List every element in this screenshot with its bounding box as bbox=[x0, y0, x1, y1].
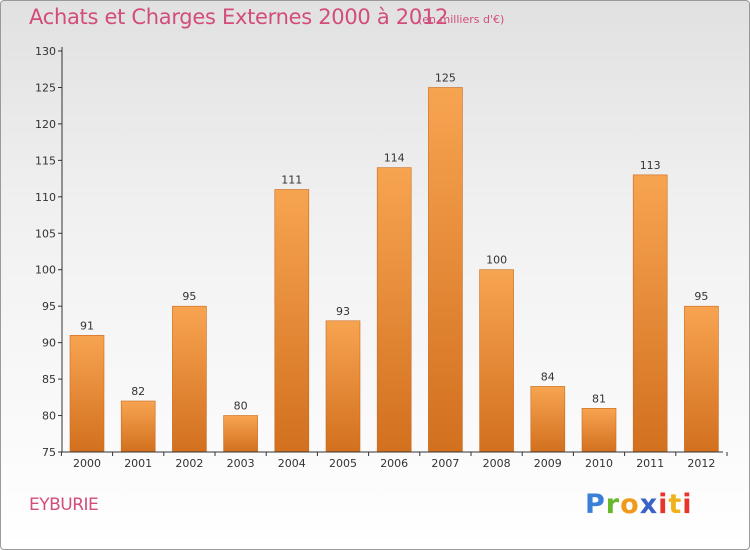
bar-value-label: 84 bbox=[541, 370, 555, 383]
proxiti-logo[interactable]: Proxiti bbox=[585, 489, 693, 520]
bars-group: 91 82 95 80 111 93 114 125 100 84 81 113 95 bbox=[69, 72, 719, 453]
x-tick-label: 2008 bbox=[483, 457, 511, 470]
x-tick-label: 2000 bbox=[73, 457, 101, 470]
chart-subtitle: (en milliers d'€) bbox=[418, 13, 505, 26]
bar-value-label: 93 bbox=[336, 305, 350, 318]
bar-value-label: 113 bbox=[640, 159, 661, 172]
bar bbox=[684, 305, 719, 453]
commune-name: EYBURIE bbox=[29, 495, 99, 515]
bar-value-label: 80 bbox=[234, 400, 248, 413]
y-tick-label: 120 bbox=[35, 118, 56, 131]
bar bbox=[479, 269, 514, 453]
bar-value-label: 95 bbox=[694, 290, 708, 303]
y-tick-label: 95 bbox=[42, 300, 56, 313]
x-tick-label: 2012 bbox=[687, 457, 715, 470]
y-tick-label: 125 bbox=[35, 81, 56, 94]
bar bbox=[428, 87, 463, 453]
bar bbox=[172, 305, 207, 453]
y-tick-label: 100 bbox=[35, 264, 56, 277]
x-tick-label: 2007 bbox=[431, 457, 459, 470]
bar bbox=[376, 167, 412, 453]
x-tick-label: 2010 bbox=[585, 457, 613, 470]
x-tick-label: 2006 bbox=[380, 457, 408, 470]
x-tick-label: 2003 bbox=[227, 457, 255, 470]
bar-value-label: 81 bbox=[592, 392, 606, 405]
bar bbox=[223, 415, 258, 453]
bar-value-label: 100 bbox=[486, 254, 507, 267]
x-tick-label: 2009 bbox=[534, 457, 562, 470]
bar-value-label: 95 bbox=[182, 290, 196, 303]
bar bbox=[530, 386, 566, 453]
bar bbox=[325, 320, 361, 453]
bar-value-label: 82 bbox=[131, 385, 145, 398]
bar-value-label: 114 bbox=[384, 152, 405, 165]
logo-letter: o bbox=[620, 489, 640, 520]
bar-value-label: 111 bbox=[281, 174, 302, 187]
y-tick-label: 85 bbox=[42, 373, 56, 386]
bar-value-label: 125 bbox=[435, 72, 456, 85]
bar bbox=[581, 407, 617, 453]
bar bbox=[69, 334, 105, 453]
x-tick-label: 2001 bbox=[124, 457, 152, 470]
y-tick-label: 110 bbox=[35, 191, 56, 204]
bar bbox=[632, 174, 668, 453]
logo-letter: i bbox=[658, 489, 669, 520]
y-tick-label: 90 bbox=[42, 337, 56, 350]
x-tick-label: 2002 bbox=[175, 457, 203, 470]
logo-letter: t bbox=[668, 489, 683, 520]
x-tick-label: 2004 bbox=[278, 457, 306, 470]
chart-title: Achats et Charges Externes 2000 à 2012 bbox=[29, 5, 449, 29]
axes-group: 2000 2001 2002 2003 2004 2005 2006 2007 2008 2009… bbox=[35, 45, 728, 470]
logo-letter: i bbox=[682, 489, 693, 520]
y-tick-label: 80 bbox=[42, 410, 56, 423]
y-tick-label: 75 bbox=[42, 446, 56, 459]
y-tick-label: 115 bbox=[35, 154, 56, 167]
logo-letter: r bbox=[605, 489, 621, 520]
logo-letter: P bbox=[585, 489, 606, 520]
x-tick-label: 2005 bbox=[329, 457, 357, 470]
y-tick-label: 105 bbox=[35, 227, 56, 240]
bar bbox=[120, 400, 156, 453]
bar bbox=[274, 189, 310, 453]
logo-letter: x bbox=[639, 489, 659, 520]
y-tick-label: 130 bbox=[35, 45, 56, 58]
bar-value-label: 91 bbox=[80, 319, 94, 332]
x-tick-label: 2011 bbox=[636, 457, 664, 470]
